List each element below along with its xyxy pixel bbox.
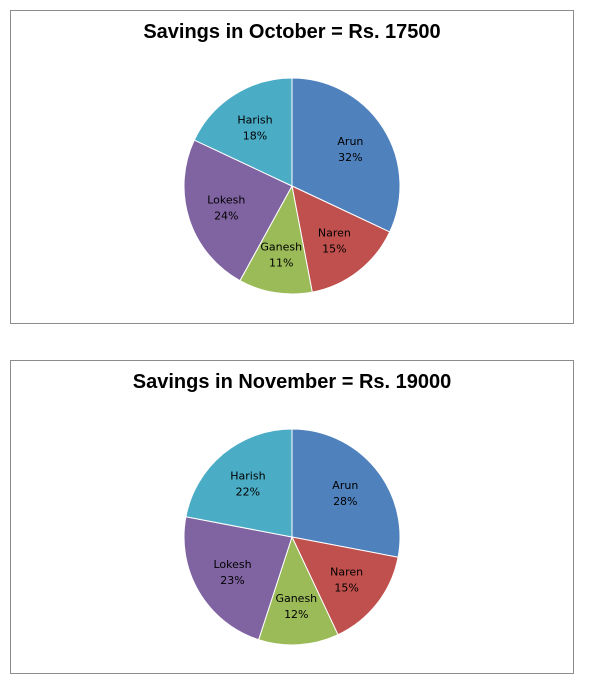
pie-slice-naren (291, 185, 391, 293)
pie-slice-ganesh (239, 184, 313, 295)
pie-slice-ganesh (257, 535, 339, 646)
pie-slice-arun (291, 77, 401, 233)
chart-title: Savings in November = Rs. 19000 (132, 371, 452, 393)
slice-label-ganesh: Ganesh (275, 592, 317, 605)
november-chart: Savings in November = Rs. 19000 Arun 28% N… (10, 360, 574, 674)
slice-percent-naren: 15% (334, 581, 358, 594)
chart-title: Savings in October = Rs. 17500 (143, 21, 441, 43)
slice-label-harish: Harish (230, 470, 265, 483)
slice-label-arun: Arun (332, 479, 358, 492)
pie-slice-lokesh (183, 516, 293, 641)
slice-label-harish: Harish (237, 114, 272, 127)
slice-percent-harish: 18% (243, 130, 267, 143)
slice-percent-arun: 28% (333, 495, 357, 508)
slice-percent-ganesh: 12% (284, 608, 308, 621)
pie-slice-harish (185, 428, 293, 538)
slice-label-lokesh: Lokesh (213, 558, 251, 571)
slice-label-arun: Arun (337, 135, 363, 148)
slice-percent-arun: 32% (338, 151, 362, 164)
slice-label-lokesh: Lokesh (207, 193, 245, 206)
pie-slice-naren (291, 536, 399, 636)
slice-percent-ganesh: 11% (269, 256, 293, 269)
october-pie: Arun 32% Naren 15% Ganesh 11% Lokesh 24% Harish 1… (183, 77, 401, 295)
pie-slice-arun (291, 428, 401, 558)
slice-label-ganesh: Ganesh (260, 240, 302, 253)
slice-percent-lokesh: 24% (214, 209, 238, 222)
slice-percent-lokesh: 23% (220, 574, 244, 587)
october-chart: Savings in October = Rs. 17500 Arun 32% Na… (10, 10, 574, 324)
slice-label-naren: Naren (330, 565, 363, 578)
pie-slice-lokesh (183, 139, 293, 282)
november-pie: Arun 28% Naren 15% Ganesh 12% Lokesh 23% Harish 2… (183, 428, 401, 646)
slice-percent-harish: 22% (236, 486, 260, 499)
slice-label-naren: Naren (318, 227, 351, 240)
slice-percent-naren: 15% (322, 243, 346, 256)
pie-slice-harish (193, 77, 293, 187)
